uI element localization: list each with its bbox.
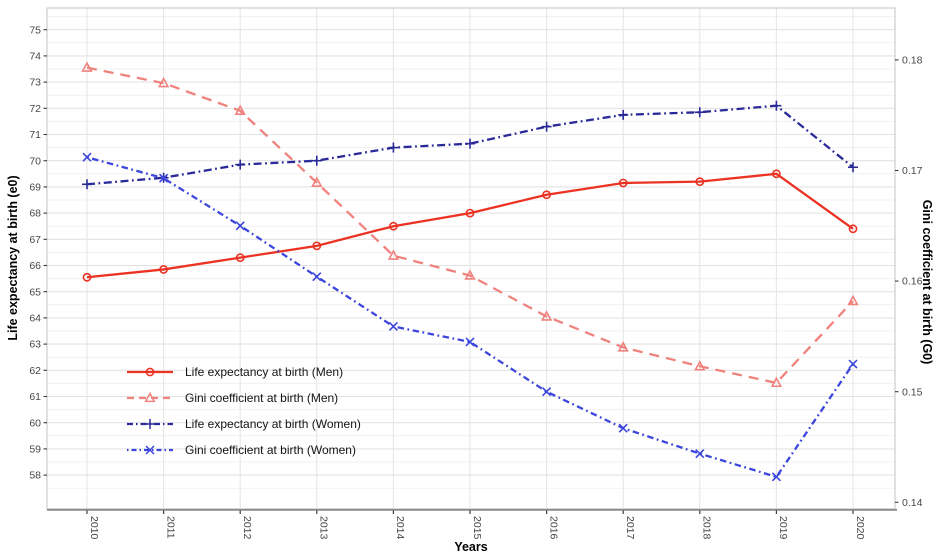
marker-triangle <box>234 104 246 115</box>
marker-circle <box>388 221 398 231</box>
x-tick-label: 2019 <box>777 516 789 540</box>
marker-x <box>848 359 858 369</box>
marker-x <box>388 321 398 332</box>
legend-label: Life expectancy at birth (Men) <box>185 365 344 379</box>
series-line-gini-women <box>86 156 854 479</box>
x-tick-label: 2011 <box>164 516 176 539</box>
marker-circle <box>465 208 475 218</box>
x-axis-title: Years <box>454 540 488 554</box>
right-tick-label: 0.15 <box>902 386 923 398</box>
marker-circle <box>695 177 705 187</box>
left-tick-label: 74 <box>29 51 41 63</box>
legend-item-le-men: Life expectancy at birth (Men) <box>126 359 361 385</box>
marker-triangle <box>311 176 323 187</box>
x-tick-label: 2012 <box>241 516 253 540</box>
y-axis-title-left: Life expectancy at birth (e0) <box>6 175 20 341</box>
series-le-men <box>82 169 858 282</box>
marker-circle <box>618 178 628 188</box>
legend-swatch-le-women <box>127 419 173 429</box>
left-tick-label: 75 <box>29 24 41 36</box>
left-tick-label: 71 <box>29 129 41 141</box>
marker-x <box>159 173 169 183</box>
x-tick-label: 2018 <box>701 516 713 540</box>
legend-label: Gini coefficient at birth (Women) <box>185 443 356 457</box>
marker-x <box>771 472 781 482</box>
marker-x <box>465 337 475 347</box>
marker-circle <box>312 241 322 251</box>
left-tick-label: 60 <box>29 417 41 429</box>
x-tick-label: 2015 <box>471 516 483 540</box>
marker-circle <box>82 272 92 282</box>
right-tick-label: 0.16 <box>902 276 923 288</box>
left-tick-label: 69 <box>29 182 41 194</box>
left-tick-label: 66 <box>29 260 41 272</box>
legend-swatch-le-men <box>127 367 173 377</box>
left-tick-label: 65 <box>29 286 41 298</box>
x-tick-label: 2017 <box>624 516 636 540</box>
right-tick-label: 0.18 <box>902 55 923 67</box>
legend-item-gini-women: Gini coefficient at birth (Women) <box>126 437 361 463</box>
marker-circle <box>772 169 781 179</box>
marker-x <box>312 272 322 282</box>
legend-item-gini-men: Gini coefficient at birth (Men) <box>126 385 361 411</box>
left-tick-label: 67 <box>29 234 41 246</box>
marker-triangle <box>464 269 476 280</box>
right-tick-label: 0.17 <box>902 165 923 177</box>
marker-circle <box>848 224 858 234</box>
legend-swatch-gini-men <box>127 391 173 403</box>
series-gini-women <box>82 152 858 482</box>
legend-label: Life expectancy at birth (Women) <box>185 417 361 431</box>
x-tick-label: 2014 <box>394 516 406 540</box>
left-tick-label: 72 <box>29 103 41 115</box>
marker-circle <box>542 190 551 200</box>
series-line-le-women <box>86 104 854 186</box>
marker-x <box>695 449 705 459</box>
y-axis-title-right: Gini coefficient at birth (G0) <box>920 199 934 365</box>
right-tick-label: 0.14 <box>902 497 923 509</box>
marker-triangle <box>157 76 170 88</box>
marker-circle <box>159 265 168 274</box>
x-tick-label: 2010 <box>88 516 100 540</box>
x-tick-label: 2020 <box>854 516 866 540</box>
marker-triangle <box>617 341 629 352</box>
left-tick-label: 73 <box>29 77 41 89</box>
left-tick-label: 58 <box>29 470 41 482</box>
marker-x <box>82 152 92 162</box>
marker-circle <box>145 367 155 377</box>
marker-triangle <box>387 249 400 260</box>
marker-triangle <box>847 294 859 306</box>
series-line-gini-men <box>86 66 854 385</box>
left-tick-label: 59 <box>29 444 41 456</box>
marker-triangle <box>144 391 156 403</box>
left-tick-label: 62 <box>29 365 41 377</box>
left-tick-label: 61 <box>29 391 41 403</box>
x-tick-label: 2013 <box>318 516 330 540</box>
chart-legend: Life expectancy at birth (Men) Gini coef… <box>126 359 361 463</box>
marker-circle <box>235 253 245 263</box>
marker-triangle <box>540 310 553 321</box>
marker-triangle <box>770 376 783 388</box>
legend-label: Gini coefficient at birth (Men) <box>185 391 339 405</box>
legend-swatch-gini-women <box>127 445 173 455</box>
marker-x <box>618 423 628 433</box>
marker-x <box>235 221 245 231</box>
left-tick-label: 68 <box>29 208 41 220</box>
marker-triangle <box>81 61 93 72</box>
marker-x <box>145 445 155 455</box>
left-tick-label: 64 <box>29 313 41 325</box>
left-tick-label: 70 <box>29 155 41 167</box>
left-tick-label: 63 <box>29 339 41 351</box>
series-gini-men <box>81 61 859 388</box>
series-line-le-men <box>86 172 854 279</box>
marker-triangle <box>694 359 706 371</box>
x-tick-label: 2016 <box>547 516 559 540</box>
legend-item-le-women: Life expectancy at birth (Women) <box>126 411 361 437</box>
marker-x <box>542 387 552 397</box>
